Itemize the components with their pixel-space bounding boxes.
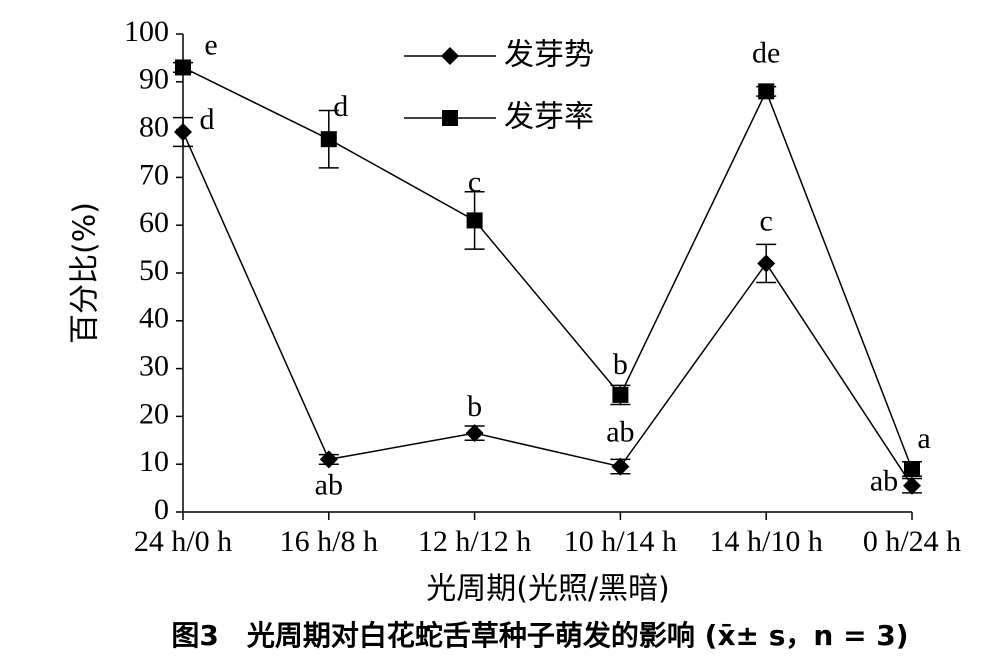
x-axis-title: 光周期(光照/黑暗) [426, 572, 670, 607]
significance-letter: ab [870, 465, 898, 498]
significance-letter: d [200, 103, 215, 136]
x-tick-label: 24 h/0 h [134, 525, 232, 558]
y-tick-label: 10 [139, 445, 169, 478]
x-tick-label: 0 h/24 h [863, 525, 961, 558]
y-tick-label: 30 [139, 349, 169, 382]
y-tick-label: 60 [139, 206, 169, 239]
x-tick-label: 12 h/12 h [418, 525, 531, 558]
significance-letter: ab [606, 415, 634, 448]
y-tick-label: 80 [139, 110, 169, 143]
caption: 图3 光周期对白花蛇舌草种子萌发的影响 (x̄± s，n = 3) [171, 619, 908, 652]
x-tick-label: 14 h/10 h [710, 525, 823, 558]
y-tick-label: 40 [139, 302, 169, 335]
series-line [182, 66, 913, 470]
significance-letter: d [333, 90, 348, 123]
y-tick-label: 70 [139, 158, 169, 191]
y-tick-label: 90 [139, 63, 169, 96]
significance-letter: c [468, 165, 481, 198]
significance-letter: e [204, 28, 217, 61]
significance-letter: b [467, 390, 482, 423]
legend-label: 发芽势 [504, 38, 594, 73]
diamond-marker [174, 122, 192, 141]
square-marker [466, 212, 483, 229]
diamond-marker [441, 47, 459, 65]
y-tick-label: 20 [139, 397, 169, 430]
square-marker [758, 83, 775, 100]
square-marker [612, 386, 629, 403]
square-marker [175, 59, 191, 76]
y-tick-label: 0 [154, 493, 169, 526]
significance-letter: b [613, 348, 628, 381]
square-marker [904, 460, 920, 477]
legend-label: 发芽率 [504, 100, 594, 135]
significance-letter: a [917, 422, 930, 455]
square-marker [442, 110, 458, 126]
x-tick-label: 16 h/8 h [280, 525, 378, 558]
diamond-marker [903, 476, 921, 495]
series-line [182, 131, 913, 487]
y-tick-label: 100 [124, 15, 169, 48]
diamond-marker [611, 457, 630, 476]
significance-letter: ab [315, 468, 343, 501]
diamond-marker [465, 424, 484, 443]
diamond-marker [319, 450, 338, 469]
y-tick-label: 50 [139, 254, 169, 287]
diamond-marker [757, 254, 776, 273]
x-tick-label: 10 h/14 h [564, 525, 677, 558]
significance-letter: de [752, 36, 780, 69]
y-axis-title: 百分比(%) [68, 202, 103, 344]
significance-letter: c [760, 204, 773, 237]
square-marker [320, 131, 337, 148]
